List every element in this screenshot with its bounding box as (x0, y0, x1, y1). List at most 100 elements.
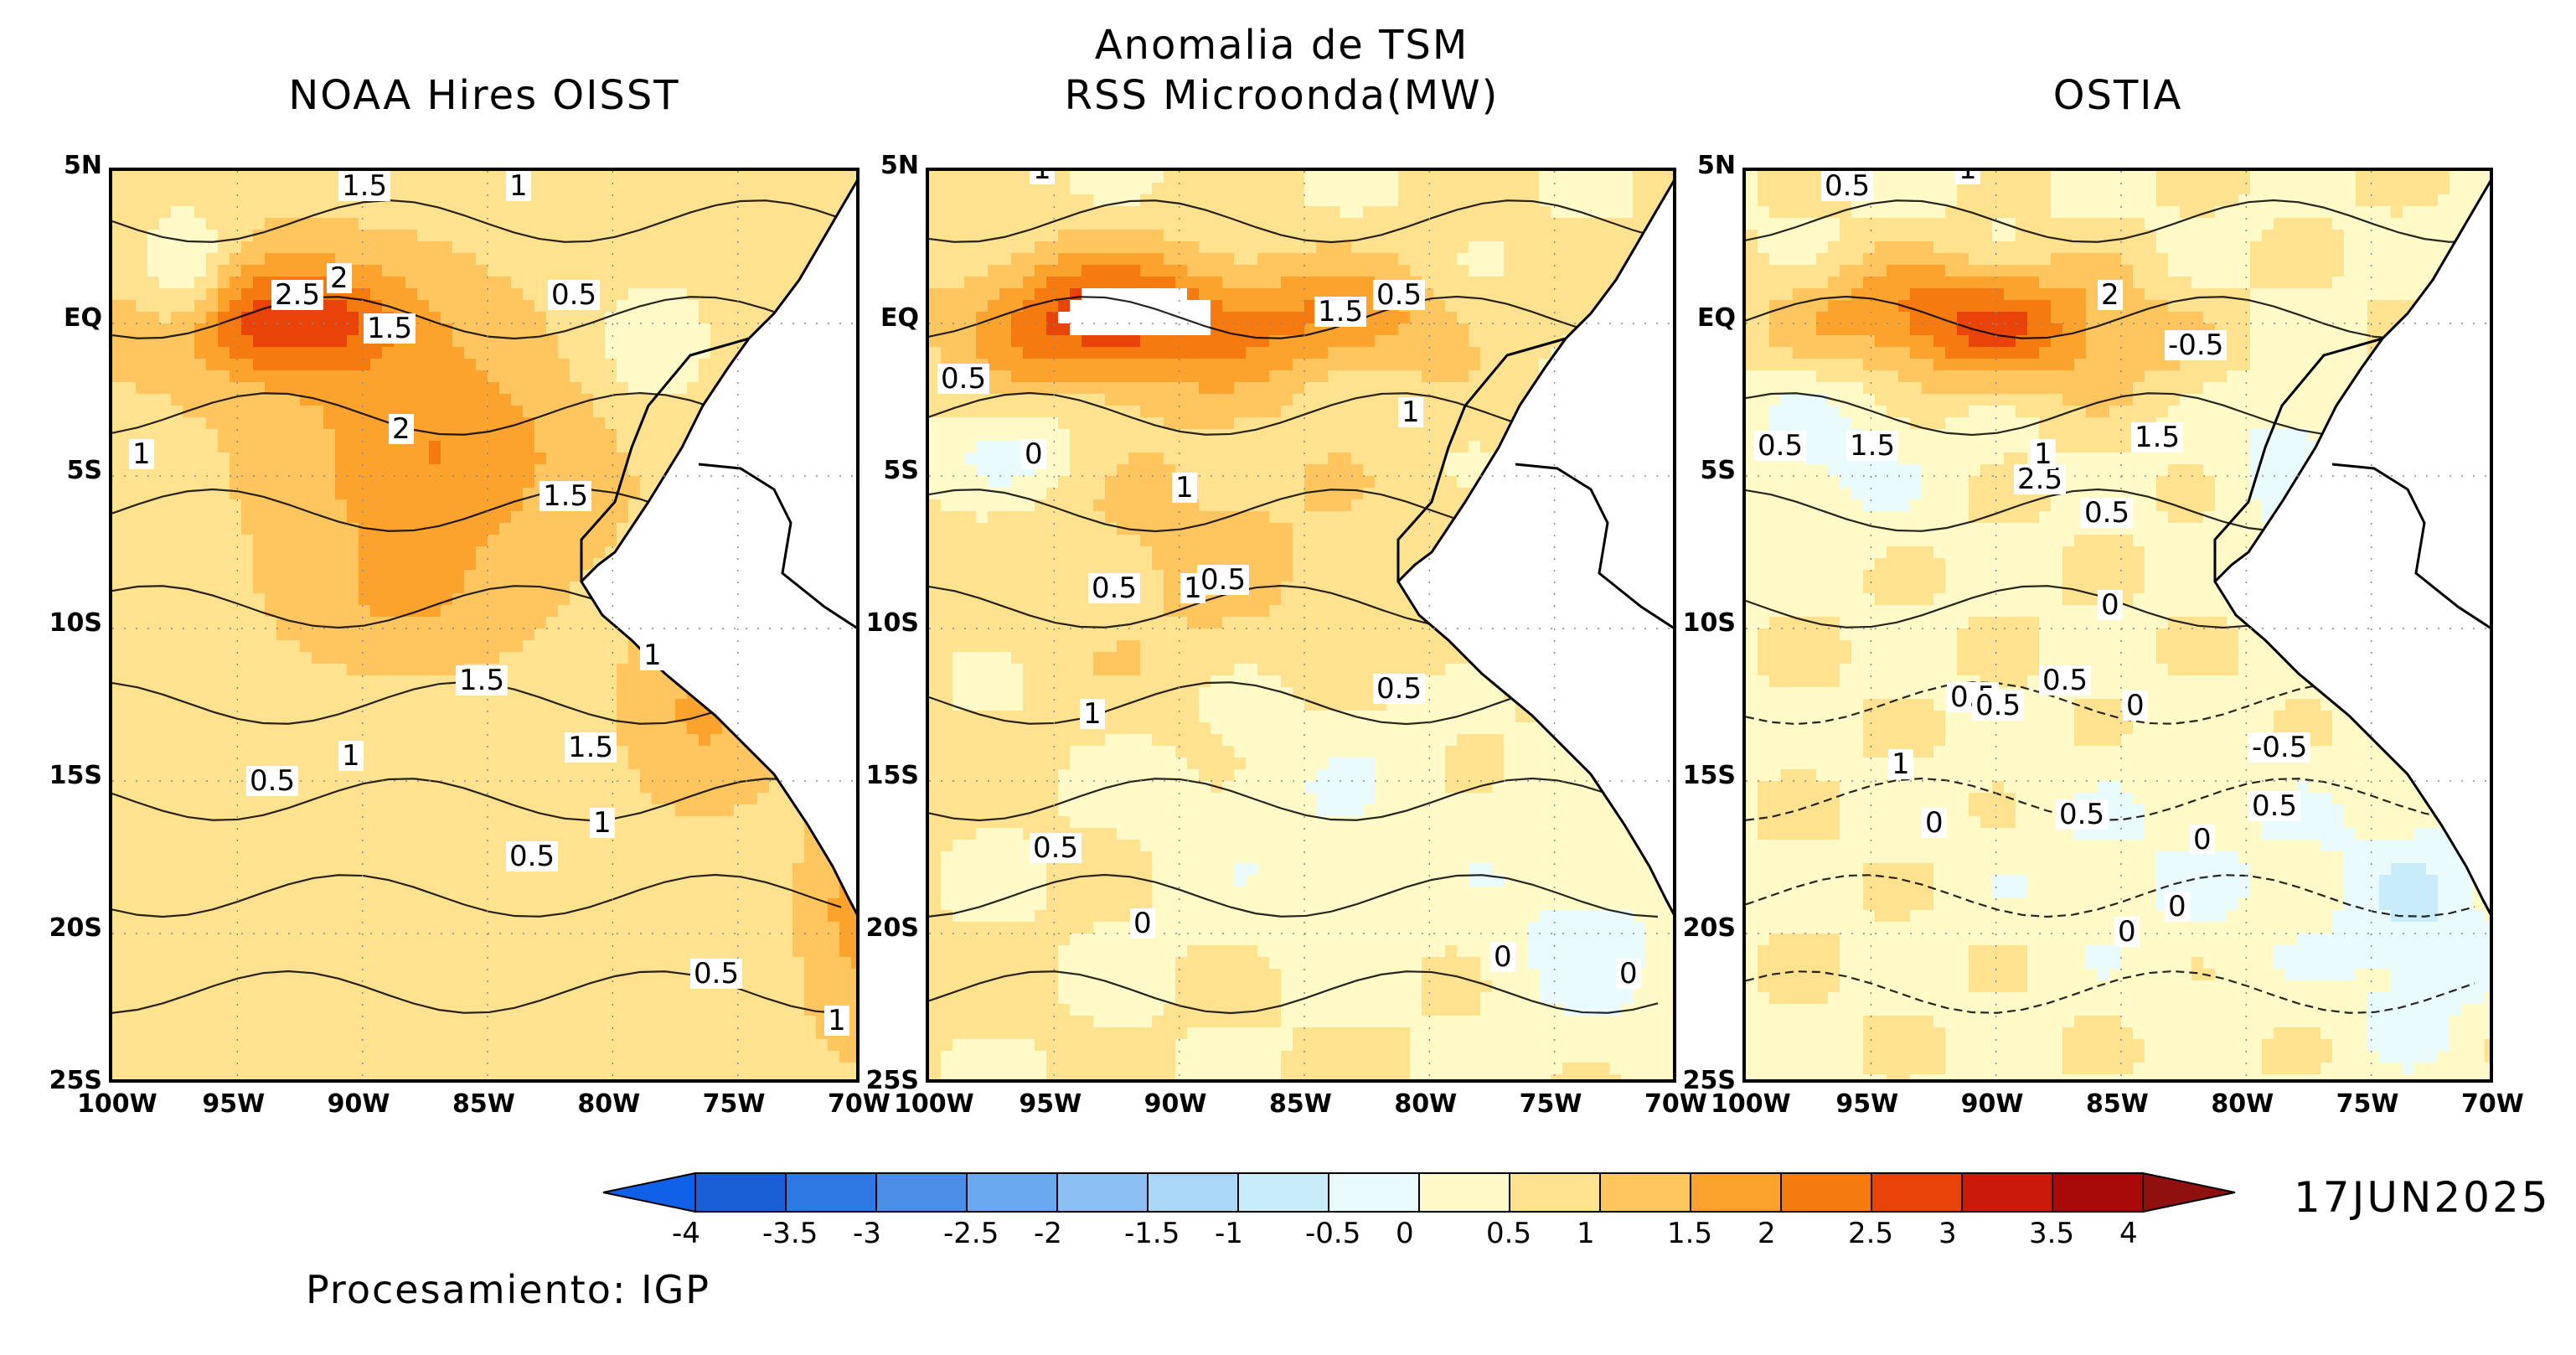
lon-tick-label: 100W (77, 1089, 157, 1119)
contour-label: 2 (2098, 280, 2123, 310)
colorbar-swatch (694, 1172, 787, 1213)
lat-tick-label: 15S (49, 761, 102, 790)
colorbar-swatch (1871, 1172, 1963, 1213)
lat-tick-label: 25S (865, 1066, 919, 1095)
lon-tick-label: 80W (577, 1089, 641, 1119)
colorbar-tick-label: 3 (1938, 1217, 1957, 1250)
contour-label: 0 (2123, 690, 2148, 721)
lat-tick-label: 25S (49, 1066, 102, 1095)
contour-label: 2 (327, 263, 352, 293)
colorbar (602, 1171, 2236, 1213)
colorbar-swatch (1418, 1172, 1510, 1213)
colorbar-swatch (1961, 1172, 2053, 1213)
contour-label: 1.5 (1314, 297, 1367, 327)
contour-label: 1.5 (1846, 431, 1899, 461)
contour-label: 1 (506, 171, 531, 201)
lon-tick-label: 95W (1835, 1089, 1899, 1119)
contour-label: 0.5 (1972, 690, 2025, 721)
contour-label: 1 (2031, 439, 2056, 469)
contour-label: 1 (129, 439, 154, 469)
contour-label: 1.5 (364, 313, 416, 344)
lat-tick-label: 25S (1682, 1066, 1736, 1095)
contour-label: 2.5 (2014, 464, 2067, 494)
colorbar-swatch (875, 1172, 968, 1213)
lat-tick-label: 15S (1682, 761, 1736, 790)
lat-tick-label: 5S (883, 456, 919, 485)
colorbar-over-arrow (2142, 1171, 2236, 1213)
lon-tick-label: 90W (1960, 1089, 2024, 1119)
main-title-line1: Anomalia de TSM (1094, 22, 1469, 69)
colorbar-tick-label: 0.5 (1486, 1217, 1532, 1250)
contour-label: 0.5 (1754, 431, 1807, 461)
contour-label: 1.5 (565, 732, 617, 763)
contour-label: 0.5 (548, 280, 601, 310)
contour-label: 0 (2165, 892, 2190, 922)
lon-tick-label: 75W (1519, 1089, 1582, 1119)
colorbar-tick-label: -1 (1215, 1217, 1243, 1250)
colorbar-tick-label: 2 (1758, 1217, 1776, 1250)
lon-tick-label: 85W (1269, 1089, 1332, 1119)
contour-label: 0 (1922, 808, 1947, 838)
sst-field (112, 171, 856, 1079)
panel-title-ostia: OSTIA (2052, 72, 2183, 119)
lon-tick-label: 80W (2211, 1089, 2274, 1119)
colorbar-tick-label: 2.5 (1848, 1217, 1894, 1250)
lat-tick-label: 20S (49, 913, 102, 943)
contour-label: 1 (1888, 749, 1913, 779)
contour-label: 1 (1955, 171, 1980, 184)
lat-tick-label: 10S (1682, 608, 1736, 638)
lat-tick-label: 20S (1682, 913, 1736, 943)
contour-label: 0.5 (2056, 799, 2109, 830)
contour-label: 0 (1130, 908, 1155, 939)
contour-label: 0.5 (1030, 833, 1082, 863)
colorbar-swatch (1147, 1172, 1239, 1213)
contour-label: 0.5 (2081, 498, 2134, 528)
contour-label: 1 (1180, 573, 1205, 603)
contour-label: 1.5 (2131, 422, 2184, 453)
lat-tick-label: 15S (865, 761, 919, 790)
lon-tick-label: 75W (2336, 1089, 2399, 1119)
land-mask (2213, 179, 2490, 916)
colorbar-tick-label: -0.5 (1305, 1217, 1361, 1250)
lon-tick-label: 70W (2461, 1089, 2524, 1119)
lon-tick-label: 85W (452, 1089, 515, 1119)
colorbar-tick-label: -1.5 (1124, 1217, 1180, 1250)
lon-tick-label: 85W (2086, 1089, 2149, 1119)
colorbar-swatch (2052, 1172, 2144, 1213)
colorbar-tick-label: -2 (1034, 1217, 1062, 1250)
lat-tick-label: EQ (880, 303, 919, 333)
colorbar-tick-label: -2.5 (943, 1217, 999, 1250)
contour-label: 1 (1030, 171, 1055, 184)
contour-label: 1 (824, 1006, 849, 1036)
contour-label: 0.5 (690, 959, 743, 989)
contour-label: 0 (1490, 942, 1515, 972)
map-panel-oisst: 1.5 1 2.5 2 0.5 1.5 2 1 1.5 1 1.5 1.5 0.5 1 1 0.5 0.5 1 (109, 168, 860, 1083)
contour-label: 1 (640, 640, 665, 670)
contour-label: 1 (1080, 699, 1105, 729)
lat-tick-label: 5S (66, 456, 102, 485)
lat-tick-label: 10S (49, 608, 102, 638)
contour-label: 1 (338, 741, 364, 771)
lat-tick-label: 10S (865, 608, 919, 638)
land-mask (580, 179, 856, 916)
lon-tick-label: 70W (1644, 1089, 1707, 1119)
contour-label: 0.5 (246, 766, 299, 796)
contour-label: 1.5 (539, 481, 592, 511)
lon-tick-label: 95W (1019, 1089, 1082, 1119)
contour-label: 0.5 (1821, 171, 1874, 201)
colorbar-tick-label: 0 (1396, 1217, 1414, 1250)
contour-label: 1.5 (456, 665, 508, 696)
colorbar-swatch (1237, 1172, 1329, 1213)
land-mask (1396, 179, 1673, 916)
colorbar-tick-label: -3 (853, 1217, 881, 1250)
contour-label: 0.5 (1373, 280, 1426, 310)
lon-tick-label: 90W (327, 1089, 390, 1119)
colorbar-swatch (1690, 1172, 1782, 1213)
lon-tick-label: 90W (1143, 1089, 1207, 1119)
colorbar-tick-label: 1 (1577, 1217, 1595, 1250)
lat-tick-label: 5S (1700, 456, 1736, 485)
lon-tick-label: 100W (894, 1089, 974, 1119)
lon-tick-label: 75W (702, 1089, 766, 1119)
colorbar-swatch (1780, 1172, 1872, 1213)
